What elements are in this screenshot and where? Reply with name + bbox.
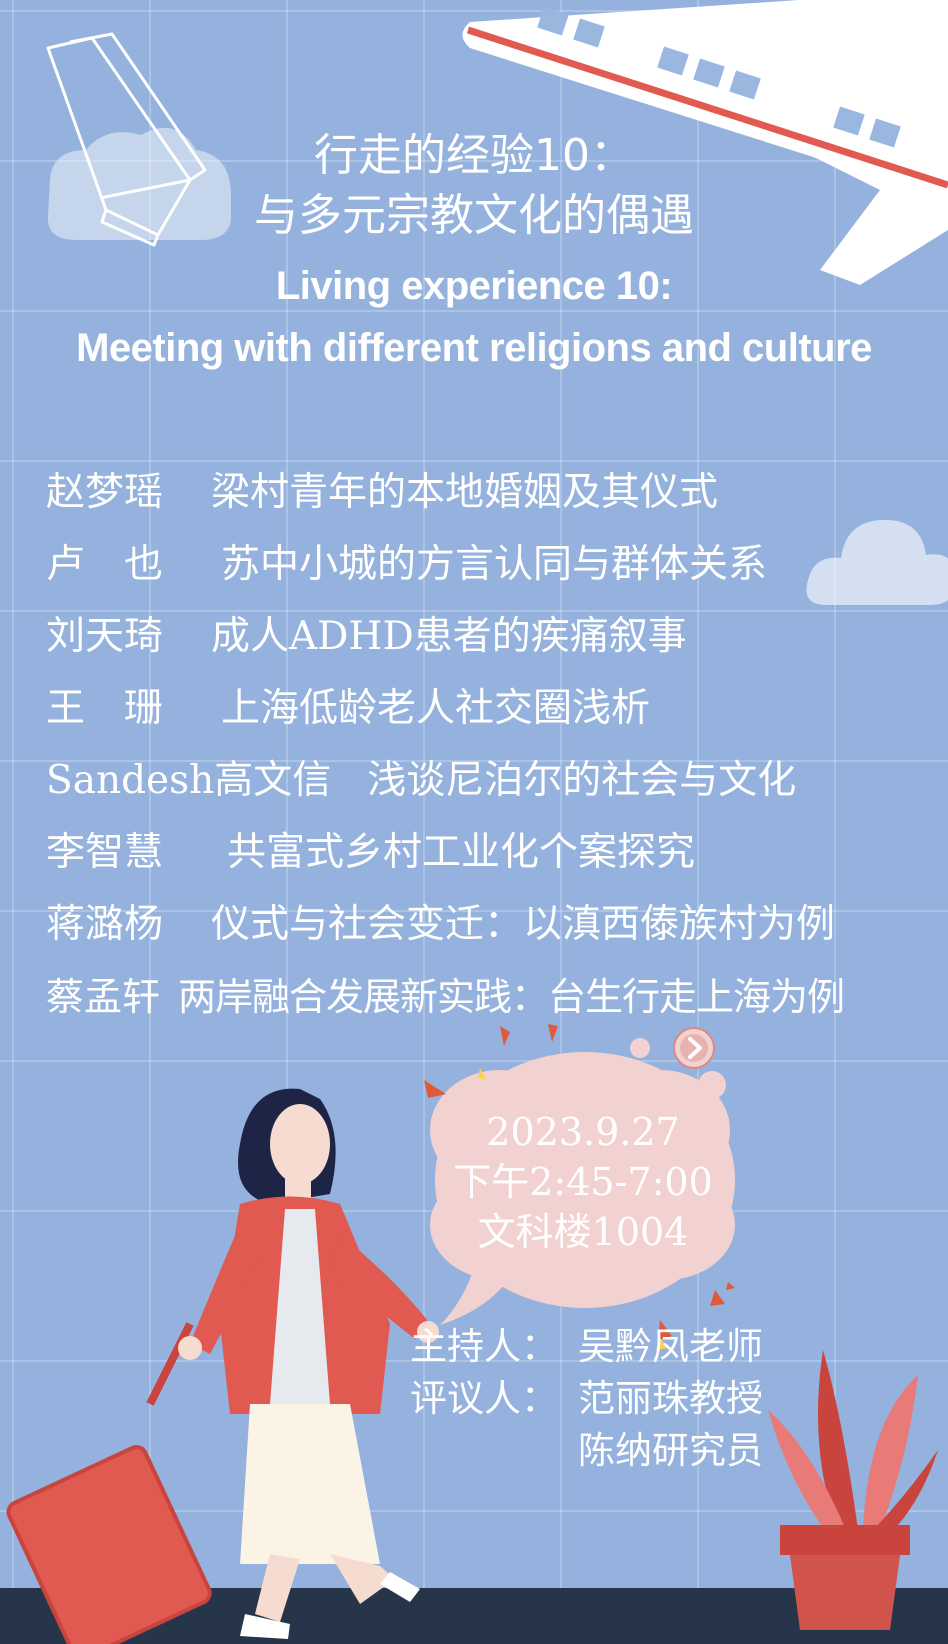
discussant-name: 范丽珠教授 <box>578 1377 763 1420</box>
title-cn-line2: 与多元宗教文化的偶遇 <box>254 190 694 241</box>
talk-topic: 仪式与社会变迁：以滇西傣族村为例 <box>211 902 836 947</box>
event-date: 2023.9.27 <box>486 1110 680 1154</box>
speaker-name: 蒋潞杨 <box>46 902 164 947</box>
talk-topic: 两岸融合发展新实践：台生行走上海为例 <box>178 975 845 1019</box>
program-item: Sandesh高文信 浅谈尼泊尔的社会与文化 <box>46 750 796 812</box>
speech-bubble <box>424 1024 735 1350</box>
talk-topic: 成人ADHD患者的疾痛叙事 <box>211 614 687 659</box>
host-row: 主持人： 吴黔凤老师 <box>410 1322 763 1372</box>
talk-topic: 梁村青年的本地婚姻及其仪式 <box>211 470 719 515</box>
speaker-name: 刘天琦 <box>46 614 164 659</box>
speaker-name: Sandesh高文信 <box>46 758 332 803</box>
speaker-name: 王 珊 <box>46 686 164 731</box>
program-item: 王 珊 上海低龄老人社交圈浅析 <box>46 678 650 740</box>
program-item: 卢 也 苏中小城的方言认同与群体关系 <box>46 534 767 596</box>
title-cn-line1: 行走的经验10： <box>314 130 634 181</box>
open-book-outline-icon <box>46 32 207 247</box>
potted-plant-icon <box>768 1350 938 1630</box>
discussant-name: 陈纳研究员 <box>578 1429 763 1472</box>
cloud-icon <box>806 519 948 605</box>
speaker-name: 卢 也 <box>46 542 164 587</box>
traveler-illustration <box>6 1088 439 1644</box>
title-en-line2: Meeting with different religions and cul… <box>76 326 872 370</box>
talk-topic: 苏中小城的方言认同与群体关系 <box>221 542 768 587</box>
event-time: 下午2:45-7:00 <box>453 1160 713 1204</box>
discussant-row: 评议人： 范丽珠教授 <box>410 1374 763 1424</box>
airplane-icon <box>462 0 948 285</box>
speaker-name: 赵梦瑶 <box>46 470 164 515</box>
cloud-icon <box>47 127 231 240</box>
program-item: 蔡孟轩 两岸融合发展新实践：台生行走上海为例 <box>46 966 845 1028</box>
program-item: 刘天琦 成人ADHD患者的疾痛叙事 <box>46 606 687 668</box>
program-item: 蒋潞杨 仪式与社会变迁：以滇西傣族村为例 <box>46 894 835 956</box>
host-label: 主持人： <box>410 1325 558 1368</box>
program-item: 李智慧 共富式乡村工业化个案探究 <box>46 822 695 884</box>
title-en-line1: Living experience 10: <box>275 264 673 308</box>
discussant-row: 陈纳研究员 <box>410 1426 763 1476</box>
talk-topic: 共富式乡村工业化个案探究 <box>227 830 696 875</box>
event-venue: 文科楼1004 <box>477 1210 689 1254</box>
speaker-name: 李智慧 <box>46 830 164 875</box>
talk-topic: 上海低龄老人社交圈浅析 <box>221 686 651 731</box>
talk-topic: 浅谈尼泊尔的社会与文化 <box>367 758 797 803</box>
discussant-label: 评议人： <box>410 1377 558 1420</box>
program-item: 赵梦瑶 梁村青年的本地婚姻及其仪式 <box>46 462 718 524</box>
speaker-name: 蔡孟轩 <box>46 975 161 1019</box>
arrow-right-circle-icon <box>673 1027 715 1069</box>
host-name: 吴黔凤老师 <box>578 1325 763 1368</box>
